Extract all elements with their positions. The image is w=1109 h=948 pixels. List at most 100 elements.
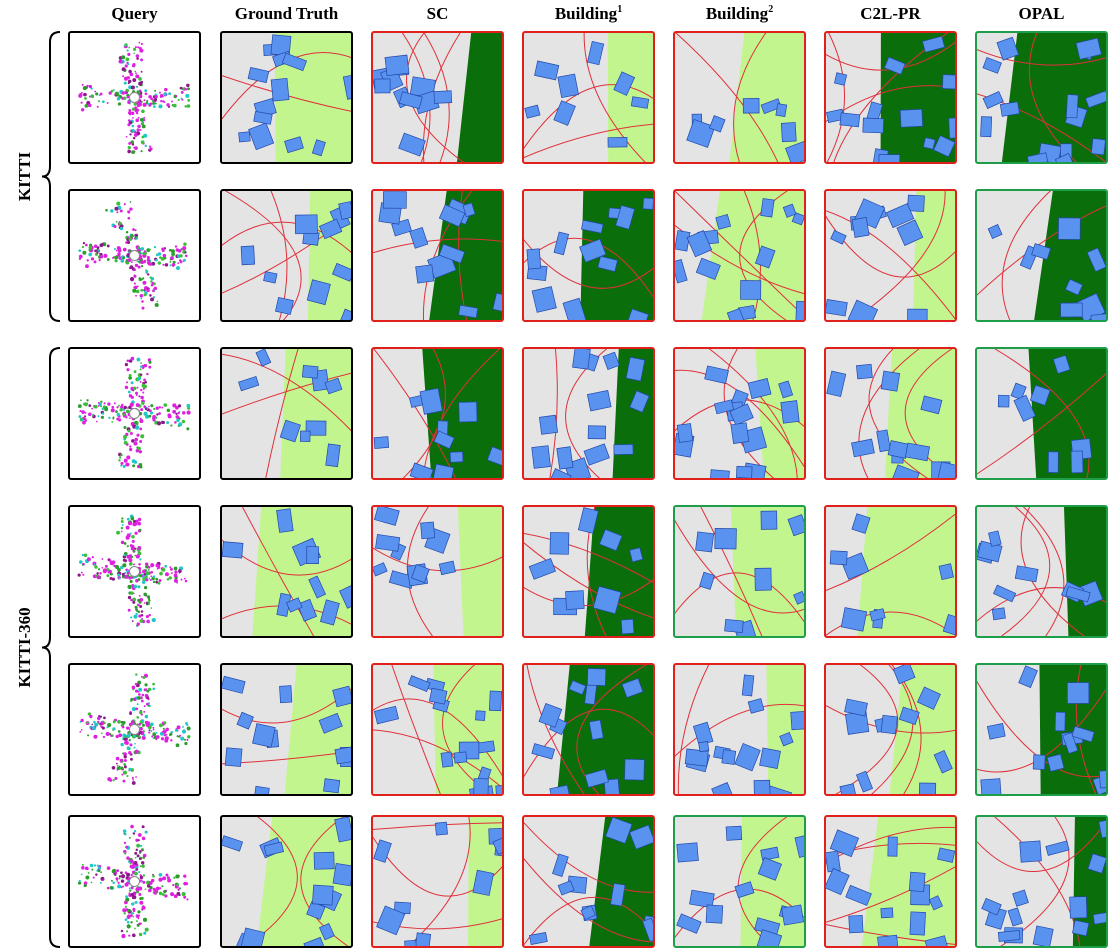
building (917, 686, 941, 710)
scan-point (114, 206, 119, 211)
scan-point (98, 402, 102, 406)
building (928, 895, 944, 911)
scan-point (161, 406, 164, 409)
scan-point (144, 575, 148, 579)
scan-point (83, 85, 87, 90)
scan-point (132, 62, 136, 67)
building (240, 245, 256, 266)
building (236, 711, 254, 730)
scan-point (112, 417, 115, 420)
scan-point (141, 825, 145, 829)
scan-point (147, 103, 150, 106)
scan-point (139, 619, 143, 623)
building (625, 356, 646, 382)
building (760, 98, 782, 115)
tile-frame (522, 663, 655, 796)
tile-frame (673, 189, 806, 322)
scan-point (85, 104, 88, 108)
scan-point (152, 728, 155, 731)
header-text: SC (427, 4, 449, 23)
scan-point (126, 571, 130, 575)
scan-point (121, 255, 124, 259)
road (1022, 506, 1065, 637)
building (988, 530, 1002, 547)
building (741, 674, 755, 697)
scan-point (117, 568, 121, 572)
scan-point (101, 732, 103, 735)
scan-point (179, 254, 183, 258)
scan-point (92, 574, 97, 579)
building (922, 35, 946, 53)
scan-point (141, 580, 146, 584)
building (308, 575, 327, 599)
scan-point (148, 577, 151, 580)
scan-point (181, 419, 186, 424)
scan-point (181, 892, 186, 897)
scan-point (186, 427, 190, 431)
scan-point (93, 734, 98, 739)
map-tile (674, 32, 805, 163)
scan-point (131, 902, 135, 906)
scan-point (124, 905, 128, 908)
scan-point (146, 288, 150, 293)
scan-point (128, 934, 131, 937)
scan-point (158, 578, 162, 582)
scan-point (136, 357, 141, 362)
building (980, 116, 993, 138)
road (825, 513, 956, 592)
scan-point (166, 577, 170, 581)
building (753, 779, 771, 795)
scan-point (173, 566, 178, 571)
scan-point (147, 273, 150, 276)
scan-point (165, 733, 168, 736)
building (323, 778, 341, 794)
scan-point (109, 886, 113, 890)
scan-point (145, 578, 149, 582)
scan-point (81, 564, 84, 566)
building (795, 300, 805, 321)
building (562, 297, 587, 321)
scan-point (134, 927, 136, 930)
scan-point (93, 720, 96, 724)
scan-point (129, 579, 133, 584)
scan-point (134, 421, 138, 425)
tile-frame (975, 189, 1108, 322)
scan-point (92, 726, 96, 731)
map-tile (372, 32, 503, 163)
building (373, 506, 400, 526)
scan-point (86, 868, 89, 871)
scan-point (146, 619, 150, 624)
building (338, 201, 352, 220)
scan-point (143, 118, 146, 122)
scan-point (186, 104, 191, 108)
scan-point (125, 737, 128, 741)
scan-point (137, 691, 140, 693)
road (583, 32, 647, 163)
scan-point (142, 277, 145, 280)
scan-point (135, 403, 140, 407)
map-tile (221, 816, 352, 947)
scan-point (164, 564, 168, 568)
scan-point (133, 860, 138, 866)
building (557, 73, 579, 99)
scan-point (148, 145, 152, 148)
building (372, 562, 388, 577)
building (942, 74, 956, 90)
scan-point (132, 389, 135, 392)
building (887, 836, 898, 857)
scan-point (158, 891, 163, 896)
building (1013, 394, 1036, 422)
building (1086, 247, 1107, 273)
scan-point (155, 253, 159, 257)
scan-point (96, 246, 100, 250)
scan-point (144, 291, 148, 295)
road (677, 664, 710, 795)
scan-point (172, 263, 176, 267)
building (896, 219, 924, 246)
scan-point (89, 714, 93, 719)
scan-point (138, 893, 142, 896)
building (676, 842, 699, 863)
scan-point (122, 770, 127, 775)
scan-point (129, 133, 132, 136)
scan-point (152, 737, 155, 739)
